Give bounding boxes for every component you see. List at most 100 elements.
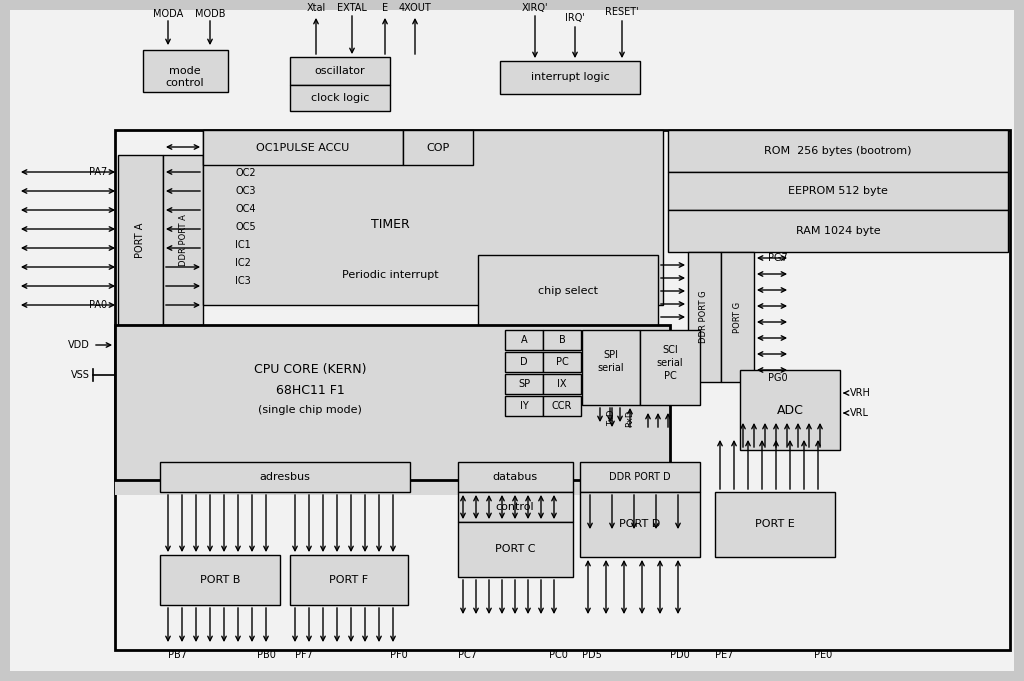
Bar bbox=[505, 396, 543, 416]
Bar bbox=[580, 462, 700, 492]
Bar bbox=[143, 50, 228, 92]
Text: RxD: RxD bbox=[626, 409, 635, 427]
Text: XIRQ': XIRQ' bbox=[522, 3, 548, 13]
Text: CCR: CCR bbox=[552, 401, 572, 411]
Text: OC1PULSE ACCU: OC1PULSE ACCU bbox=[256, 143, 349, 153]
Text: RESET': RESET' bbox=[605, 7, 639, 17]
Bar bbox=[478, 255, 658, 327]
Text: IC2: IC2 bbox=[234, 258, 251, 268]
Text: PE7: PE7 bbox=[715, 650, 733, 660]
Text: IRQ': IRQ' bbox=[565, 13, 585, 23]
Text: DDR PORT D: DDR PORT D bbox=[609, 472, 671, 482]
Bar bbox=[458, 522, 573, 577]
Bar bbox=[715, 492, 835, 557]
Text: Periodic interrupt: Periodic interrupt bbox=[342, 270, 438, 280]
Text: SPI: SPI bbox=[603, 350, 618, 360]
Bar bbox=[203, 130, 663, 305]
Bar bbox=[458, 462, 573, 492]
Text: databus: databus bbox=[493, 472, 538, 482]
Text: PORT F: PORT F bbox=[330, 575, 369, 585]
Text: PA7: PA7 bbox=[89, 167, 106, 177]
Text: IC1: IC1 bbox=[234, 240, 251, 250]
Text: PORT C: PORT C bbox=[495, 544, 536, 554]
Text: PA0: PA0 bbox=[89, 300, 106, 310]
Text: serial: serial bbox=[656, 358, 683, 368]
Text: PB7: PB7 bbox=[168, 650, 187, 660]
Text: PC: PC bbox=[664, 371, 677, 381]
Bar bbox=[543, 352, 581, 372]
Text: PC0: PC0 bbox=[549, 650, 568, 660]
Text: MODA: MODA bbox=[153, 9, 183, 19]
Bar bbox=[163, 155, 203, 325]
Bar bbox=[721, 252, 754, 382]
Text: CPU CORE (KERN): CPU CORE (KERN) bbox=[254, 364, 367, 377]
Text: PD0: PD0 bbox=[671, 650, 690, 660]
Bar bbox=[580, 492, 700, 557]
Text: IC3: IC3 bbox=[234, 276, 251, 286]
Bar bbox=[505, 374, 543, 394]
Text: PORT E: PORT E bbox=[755, 519, 795, 529]
Text: A: A bbox=[520, 335, 527, 345]
Bar bbox=[505, 352, 543, 372]
Text: PG7: PG7 bbox=[768, 253, 787, 263]
Bar bbox=[115, 465, 670, 495]
Text: ADC: ADC bbox=[776, 404, 804, 417]
Text: control: control bbox=[496, 502, 535, 512]
Text: PORT G: PORT G bbox=[732, 302, 741, 332]
Text: MODB: MODB bbox=[195, 9, 225, 19]
Text: PE0: PE0 bbox=[814, 650, 831, 660]
Text: VSS: VSS bbox=[71, 370, 90, 380]
Text: DDR PORT A: DDR PORT A bbox=[178, 214, 187, 266]
Text: VRH: VRH bbox=[850, 388, 870, 398]
Text: RAM 1024 byte: RAM 1024 byte bbox=[796, 226, 881, 236]
Text: SP: SP bbox=[518, 379, 530, 389]
Text: OC4: OC4 bbox=[234, 204, 256, 214]
Text: PG0: PG0 bbox=[768, 373, 787, 383]
Bar bbox=[543, 374, 581, 394]
Bar bbox=[290, 555, 408, 605]
Text: adresbus: adresbus bbox=[259, 472, 310, 482]
Text: TIMER: TIMER bbox=[371, 219, 410, 232]
Text: SCI: SCI bbox=[663, 345, 678, 355]
Bar bbox=[500, 61, 640, 94]
Text: VRL: VRL bbox=[850, 408, 869, 418]
Text: IX: IX bbox=[557, 379, 566, 389]
Text: PB0: PB0 bbox=[257, 650, 276, 660]
Text: Xtal: Xtal bbox=[306, 3, 326, 13]
Text: PF0: PF0 bbox=[390, 650, 408, 660]
Text: PC7: PC7 bbox=[458, 650, 477, 660]
Bar bbox=[740, 370, 840, 450]
Bar bbox=[403, 130, 473, 165]
Text: B: B bbox=[559, 335, 565, 345]
Text: OC2: OC2 bbox=[234, 168, 256, 178]
Text: DDR PORT G: DDR PORT G bbox=[699, 291, 709, 343]
Text: EXTAL: EXTAL bbox=[337, 3, 367, 13]
Text: IY: IY bbox=[519, 401, 528, 411]
Text: E: E bbox=[382, 3, 388, 13]
Text: OC5: OC5 bbox=[234, 222, 256, 232]
Bar bbox=[640, 330, 700, 405]
Text: EEPROM 512 byte: EEPROM 512 byte bbox=[788, 186, 888, 196]
Text: VDD: VDD bbox=[69, 340, 90, 350]
Bar bbox=[458, 492, 573, 522]
Text: 68HC11 F1: 68HC11 F1 bbox=[275, 383, 344, 396]
Bar bbox=[688, 252, 721, 382]
Bar bbox=[160, 555, 280, 605]
Bar bbox=[582, 330, 640, 405]
Text: ROM  256 bytes (bootrom): ROM 256 bytes (bootrom) bbox=[764, 146, 911, 156]
Text: PD5: PD5 bbox=[582, 650, 602, 660]
Bar bbox=[203, 130, 403, 165]
Bar bbox=[668, 172, 1008, 210]
Bar bbox=[543, 330, 581, 350]
Text: TxD: TxD bbox=[607, 410, 616, 426]
Text: COP: COP bbox=[426, 143, 450, 153]
Text: clock logic: clock logic bbox=[311, 93, 370, 103]
Bar bbox=[290, 85, 390, 111]
Bar bbox=[160, 462, 410, 492]
Bar bbox=[115, 130, 1010, 650]
Text: OC3: OC3 bbox=[234, 186, 256, 196]
Text: 4XOUT: 4XOUT bbox=[398, 3, 431, 13]
Text: mode: mode bbox=[169, 66, 201, 76]
Bar bbox=[505, 330, 543, 350]
Bar bbox=[290, 57, 390, 85]
